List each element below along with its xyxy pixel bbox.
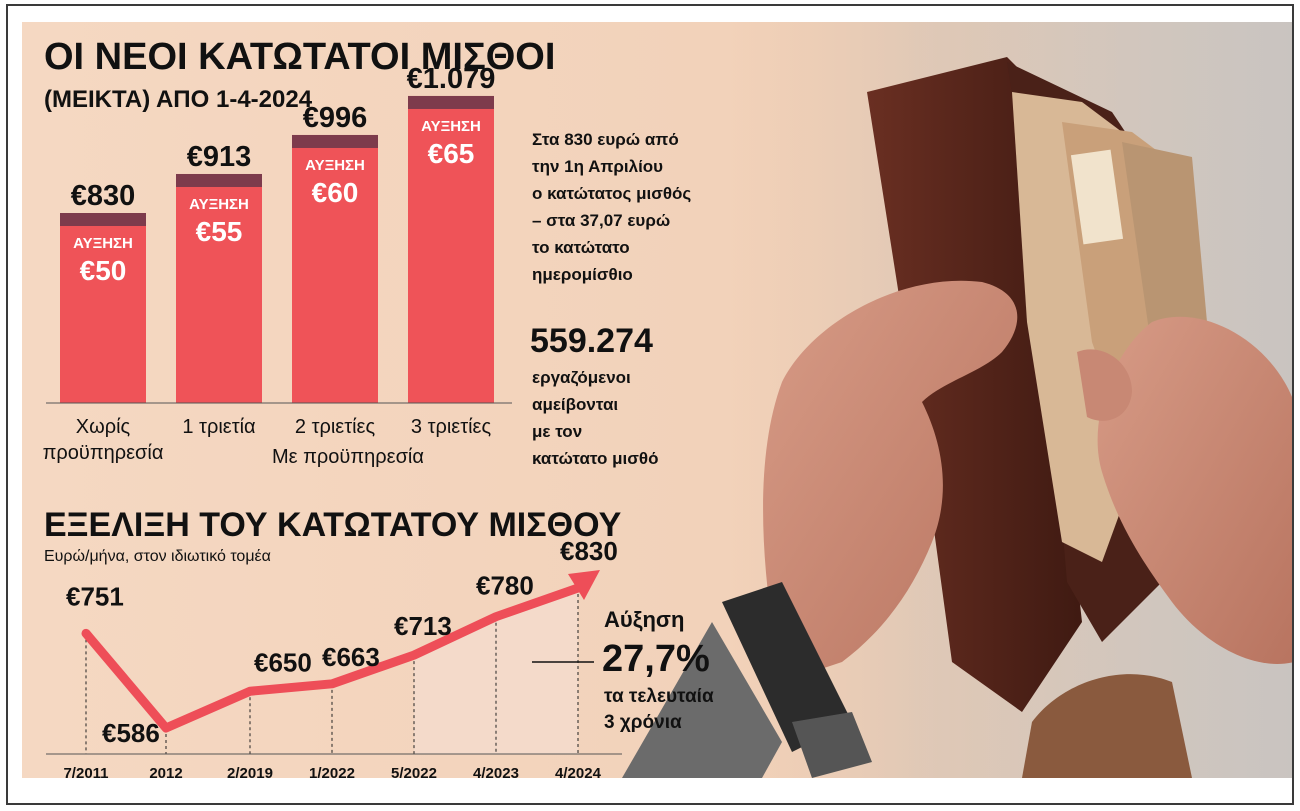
- bar-category-label: 1 τριετία: [182, 416, 255, 438]
- workers-text-line: κατώτατο μισθό: [532, 449, 659, 468]
- increase-annotation-line2: 3 χρόνια: [604, 712, 682, 733]
- bar: [408, 95, 494, 403]
- bar: [176, 173, 262, 403]
- bar-category-label: 3 τριετίες: [411, 416, 492, 438]
- bar-cap: [292, 134, 378, 148]
- x-tick-label: 5/2022: [391, 765, 437, 778]
- bar: [60, 213, 146, 403]
- side-text-line: ο κατώτατος μισθός: [532, 184, 692, 203]
- subtitle: (ΜΕΙΚΤΑ) ΑΠΟ 1-4-2024: [44, 86, 313, 113]
- point-value-label: €586: [102, 718, 160, 748]
- side-text-line: ημερομίσθιο: [532, 265, 633, 284]
- workers-text-line: εργαζόμενοι: [532, 368, 631, 387]
- increase-annotation-value: 27,7%: [602, 638, 710, 680]
- increase-annotation-line1: τα τελευταία: [604, 686, 714, 707]
- bar-category-label: 2 τριετίες: [295, 416, 376, 438]
- bar-category-label: προϋπηρεσία: [43, 442, 164, 464]
- x-tick-label: 2/2019: [227, 765, 273, 778]
- side-text-line: – στα 37,07 ευρώ: [532, 211, 671, 230]
- bar-cap: [60, 213, 146, 226]
- bar-increase-value: €55: [196, 216, 243, 247]
- infographic-frame: ΟΙ ΝΕΟΙ ΚΑΤΩΤΑΤΟΙ ΜΙΣΘΟΙ (ΜΕΙΚΤΑ) ΑΠΟ 1-…: [6, 4, 1294, 805]
- point-value-label: €751: [66, 581, 124, 611]
- point-value-label: €780: [476, 571, 534, 601]
- bar-increase-word: ΑΥΞΗΣΗ: [421, 118, 481, 135]
- bar-cap: [408, 95, 494, 109]
- bar-value-label: €996: [303, 102, 368, 134]
- bar-increase-word: ΑΥΞΗΣΗ: [305, 157, 365, 174]
- bar-chart: €830 ΑΥΞΗΣΗ €50 Χωρίς προϋπηρεσία €913 ΑΥΞΗΣΗ €…: [43, 63, 512, 464]
- bar: [292, 134, 378, 403]
- bar-value-label: €913: [187, 141, 252, 173]
- bar-increase-value: €60: [312, 177, 359, 208]
- bar-group: €830 ΑΥΞΗΣΗ €50 Χωρίς προϋπηρεσία €913 ΑΥΞΗΣΗ €…: [43, 63, 496, 464]
- x-tick-label: 4/2023: [473, 765, 519, 778]
- point-value-label: €650: [254, 647, 312, 677]
- side-text-line: Στα 830 ευρώ από: [532, 130, 679, 149]
- arrow-head: [568, 570, 600, 600]
- bar-increase-value: €65: [428, 138, 475, 169]
- x-tick-label: 1/2022: [309, 765, 355, 778]
- side-text-line: το κατώτατο: [532, 238, 630, 257]
- infographic-panel: ΟΙ ΝΕΟΙ ΚΑΤΩΤΑΤΟΙ ΜΙΣΘΟΙ (ΜΕΙΚΤΑ) ΑΠΟ 1-…: [22, 22, 1292, 778]
- group-label: Με προϋπηρεσία: [272, 446, 424, 468]
- point-value-label: €713: [394, 611, 452, 641]
- line-chart: €751 €586 €650 €663 €713 €780 €830 7/2011 2012 2/…: [46, 536, 622, 778]
- bar-increase-word: ΑΥΞΗΣΗ: [73, 235, 133, 252]
- x-tick-label: 4/2024: [555, 765, 602, 778]
- bar-cap: [176, 173, 262, 187]
- x-tick-label: 2012: [149, 765, 182, 778]
- x-tick-label: 7/2011: [63, 765, 108, 778]
- workers-text: εργαζόμενοι αμείβονται με τον κατώτατο μ…: [532, 364, 658, 472]
- main-title: ΟΙ ΝΕΟΙ ΚΑΤΩΤΑΤΟΙ ΜΙΣΘΟΙ: [44, 36, 556, 78]
- point-value-label: €830: [560, 536, 618, 566]
- bar-category-label: Χωρίς: [76, 416, 131, 438]
- bar-increase-word: ΑΥΞΗΣΗ: [189, 196, 249, 213]
- line-chart-group: €751 €586 €650 €663 €713 €780 €830 7/2011 2012 2/…: [46, 536, 622, 778]
- workers-text-line: αμείβονται: [532, 395, 619, 414]
- line-chart-title: ΕΞΕΛΙΞΗ ΤΟΥ ΚΑΤΩΤΑΤΟΥ ΜΙΣΘΟΥ: [44, 506, 622, 544]
- workers-text-line: με τον: [532, 422, 583, 441]
- increase-annotation-label: Αύξηση: [604, 607, 685, 632]
- bar-value-label: €1.079: [407, 63, 496, 95]
- bar-value-label: €830: [71, 180, 136, 212]
- line-chart-subtitle: Ευρώ/μήνα, στον ιδιωτικό τομέα: [44, 548, 271, 565]
- workers-number: 559.274: [530, 322, 653, 360]
- point-value-label: €663: [322, 642, 380, 672]
- side-text-paragraph: Στα 830 ευρώ από την 1η Απριλίου ο κατώτ…: [532, 126, 691, 288]
- wallet-photo: [622, 22, 1292, 778]
- side-text-line: την 1η Απριλίου: [532, 157, 664, 176]
- bar-increase-value: €50: [80, 255, 127, 286]
